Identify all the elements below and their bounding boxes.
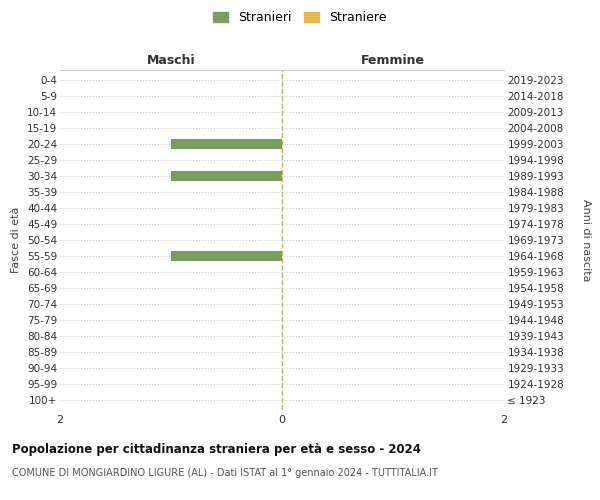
Text: COMUNE DI MONGIARDINO LIGURE (AL) - Dati ISTAT al 1° gennaio 2024 - TUTTITALIA.I: COMUNE DI MONGIARDINO LIGURE (AL) - Dati… (12, 468, 438, 477)
Y-axis label: Fasce di età: Fasce di età (11, 207, 22, 273)
Text: Popolazione per cittadinanza straniera per età e sesso - 2024: Popolazione per cittadinanza straniera p… (12, 442, 421, 456)
Text: Maschi: Maschi (146, 54, 196, 68)
Bar (171, 170, 282, 181)
Bar (171, 251, 282, 261)
Bar (171, 138, 282, 149)
Text: Femmine: Femmine (361, 54, 425, 68)
Legend: Stranieri, Straniere: Stranieri, Straniere (208, 6, 392, 29)
Y-axis label: Anni di nascita: Anni di nascita (581, 198, 591, 281)
